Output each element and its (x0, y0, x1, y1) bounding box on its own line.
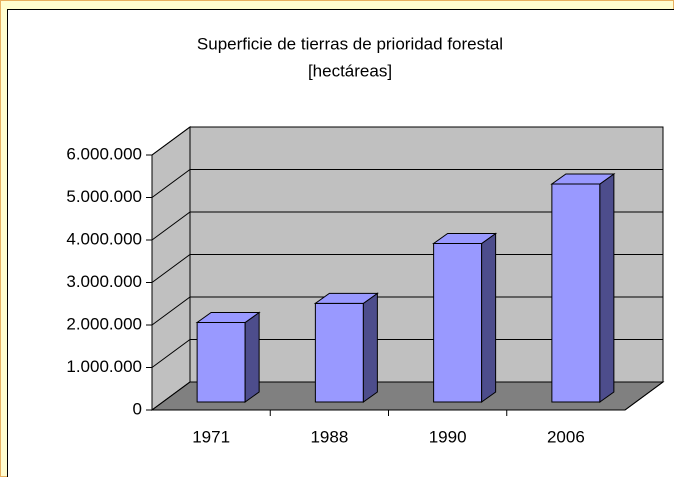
x-axis-end (624, 381, 664, 411)
y-tick-label: 6.000.000 (66, 144, 142, 163)
bar-top (195, 312, 261, 324)
x-tick-label: 1988 (310, 427, 348, 446)
bar-side (244, 311, 260, 403)
grid-line (151, 381, 663, 411)
y-tick-label: 4.000.000 (66, 229, 142, 248)
grid-line (151, 169, 663, 198)
grid-line (151, 296, 663, 326)
x-tick-label: 2006 (547, 427, 585, 446)
y-tick-label: 0 (133, 399, 142, 418)
grid-line (151, 211, 663, 241)
grid-line (151, 254, 663, 283)
bar (550, 173, 616, 403)
bar-top (313, 292, 379, 304)
grid-line (151, 126, 663, 156)
grid-line (151, 339, 663, 368)
bar-front (551, 183, 601, 403)
bar-front (433, 242, 483, 403)
y-tick-label: 2.000.000 (66, 314, 142, 333)
bar (432, 232, 498, 403)
bar-top (432, 232, 498, 244)
y-tick-label: 5.000.000 (66, 187, 142, 206)
x-tick-label: 1990 (429, 427, 467, 446)
y-tick-label: 1.000.000 (66, 357, 142, 376)
bar-side (481, 232, 497, 403)
bar-side (362, 292, 378, 403)
bar (195, 311, 261, 403)
bar (313, 292, 379, 403)
chart-subtitle: [hectáreas] (308, 61, 392, 80)
bar-top (550, 173, 616, 185)
bar-side (599, 173, 615, 403)
bar-front (314, 302, 364, 403)
x-tick-label: 1971 (192, 427, 230, 446)
bar-front (196, 322, 246, 403)
chart-title: Superficie de tierras de prioridad fores… (197, 34, 503, 53)
y-tick-label: 3.000.000 (66, 272, 142, 291)
